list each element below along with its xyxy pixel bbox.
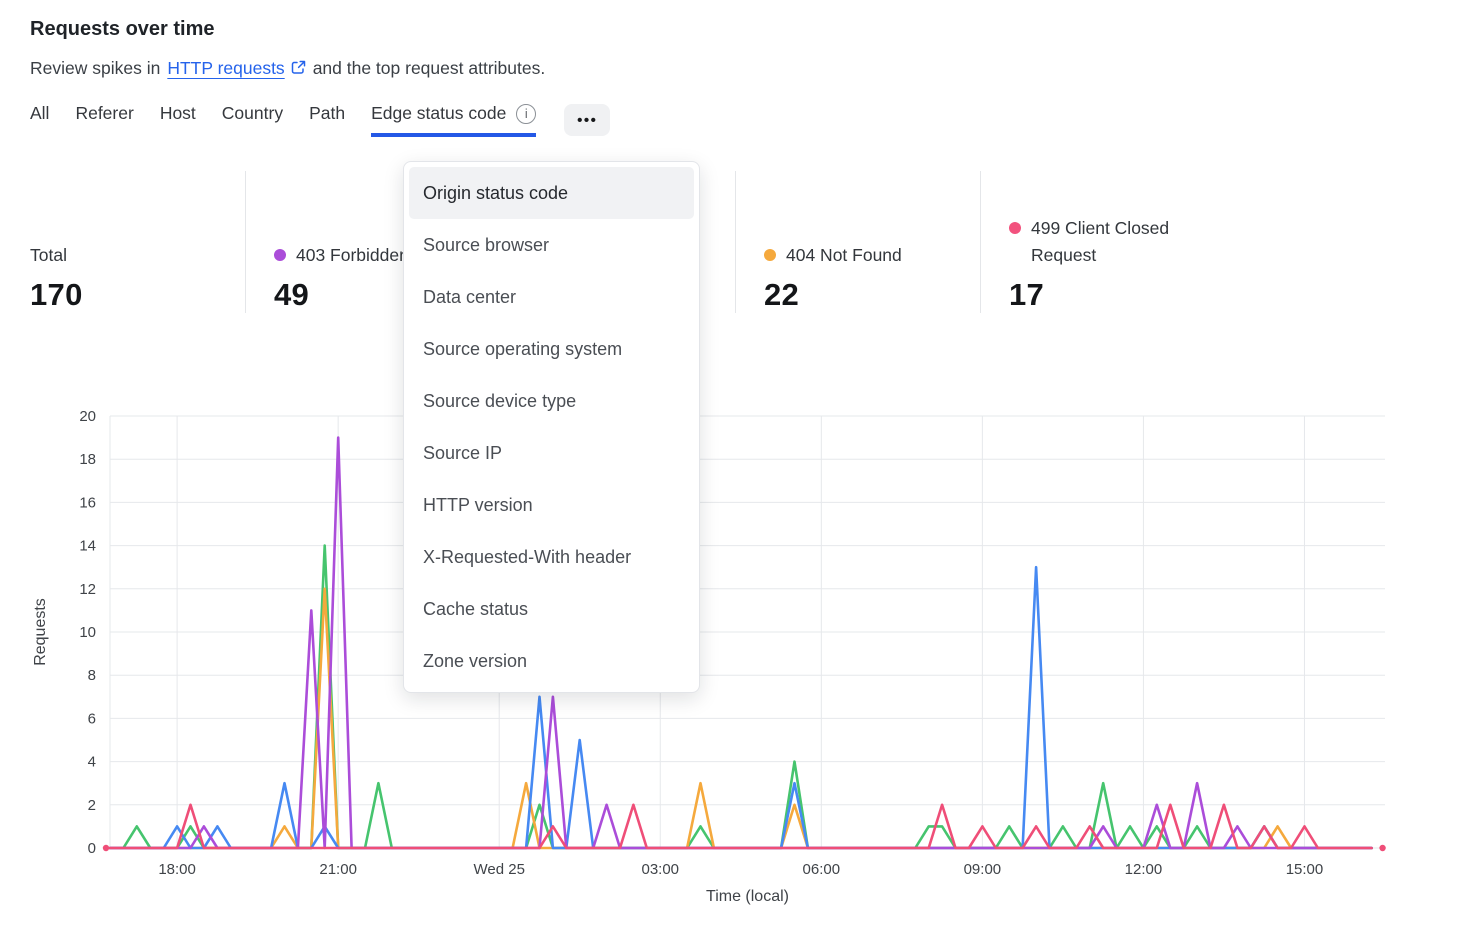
svg-text:10: 10 xyxy=(79,624,96,641)
svg-text:16: 16 xyxy=(79,494,96,511)
svg-text:15:00: 15:00 xyxy=(1286,861,1324,878)
tab-referer[interactable]: Referer xyxy=(75,103,134,123)
stat-value: 49 xyxy=(274,277,310,312)
menu-item-source-device-type[interactable]: Source device type xyxy=(423,390,577,411)
stat-label: 404 Not Found xyxy=(786,244,902,265)
svg-text:06:00: 06:00 xyxy=(803,861,841,878)
svg-text:0: 0 xyxy=(88,840,96,857)
stat-total: Total 170 xyxy=(30,171,245,313)
series-color-dot xyxy=(764,248,776,261)
stat-label: Total xyxy=(30,244,67,265)
svg-text:4: 4 xyxy=(88,754,96,771)
menu-item-http-version[interactable]: HTTP version xyxy=(423,494,533,515)
stat-403-forbidden: 403 Forbidden 49 xyxy=(245,171,490,313)
svg-text:12: 12 xyxy=(79,581,96,598)
svg-text:Requests: Requests xyxy=(32,598,49,666)
stats-row: Total 170 403 Forbidden 49 301 Moved Per… xyxy=(30,171,1428,313)
stat-label: 499 Client Closed Request xyxy=(1031,217,1170,265)
subtitle-prefix: Review spikes in xyxy=(30,58,161,78)
svg-text:6: 6 xyxy=(88,710,96,727)
menu-item-source-operating-system[interactable]: Source operating system xyxy=(423,338,623,359)
stat-value: 22 xyxy=(764,277,800,312)
stat-value: 17 xyxy=(1009,277,1045,312)
series-color-dot xyxy=(1009,221,1021,234)
svg-text:Wed 25: Wed 25 xyxy=(473,861,524,878)
menu-item-source-browser[interactable]: Source browser xyxy=(423,234,550,255)
http-requests-link[interactable]: HTTP requests xyxy=(167,58,305,78)
svg-text:12:00: 12:00 xyxy=(1125,861,1163,878)
tab-edge-status-code[interactable]: Edge status code i xyxy=(371,103,537,137)
stat-499-client-closed-request: 499 Client Closed Request 17 xyxy=(980,171,1225,313)
header: Requests over time Review spikes in HTTP … xyxy=(0,0,1458,137)
more-tabs-button[interactable]: ••• xyxy=(564,104,611,136)
series-color-dot xyxy=(274,248,286,261)
svg-text:03:00: 03:00 xyxy=(641,861,679,878)
subtitle-suffix: and the top request attributes. xyxy=(312,58,546,78)
attribute-dropdown-menu: Origin status code Source browser Data c… xyxy=(403,161,700,693)
svg-text:18: 18 xyxy=(79,451,96,468)
svg-text:2: 2 xyxy=(88,797,96,814)
menu-item-origin-status-code[interactable]: Origin status code xyxy=(409,167,694,219)
stat-value: 170 xyxy=(30,277,83,312)
attribute-tabs: All Referer Host Country Path Edge statu… xyxy=(30,103,1428,137)
menu-item-data-center[interactable]: Data center xyxy=(423,286,517,307)
svg-text:Time (local): Time (local) xyxy=(706,888,789,905)
svg-text:21:00: 21:00 xyxy=(319,861,357,878)
external-link-icon xyxy=(291,60,305,74)
svg-text:8: 8 xyxy=(88,667,96,684)
menu-item-source-ip[interactable]: Source IP xyxy=(423,442,503,463)
svg-text:20: 20 xyxy=(79,408,96,425)
subtitle: Review spikes in HTTP requests and the top… xyxy=(30,58,1428,79)
tab-all[interactable]: All xyxy=(30,103,50,123)
tab-path[interactable]: Path xyxy=(309,103,346,123)
stat-404-not-found: 404 Not Found 22 xyxy=(735,171,980,313)
svg-text:18:00: 18:00 xyxy=(158,861,196,878)
stat-label: 403 Forbidden xyxy=(296,244,409,265)
page-title: Requests over time xyxy=(30,18,215,40)
info-icon[interactable]: i xyxy=(516,103,537,124)
tab-host[interactable]: Host xyxy=(159,103,196,123)
svg-text:14: 14 xyxy=(79,538,96,555)
menu-item-zone-version[interactable]: Zone version xyxy=(423,650,528,671)
menu-item-x-requested-with-header[interactable]: X-Requested-With header xyxy=(423,546,632,567)
svg-text:09:00: 09:00 xyxy=(964,861,1002,878)
tab-country[interactable]: Country xyxy=(221,103,284,123)
ellipsis-icon: ••• xyxy=(577,111,598,129)
menu-item-cache-status[interactable]: Cache status xyxy=(423,598,529,619)
